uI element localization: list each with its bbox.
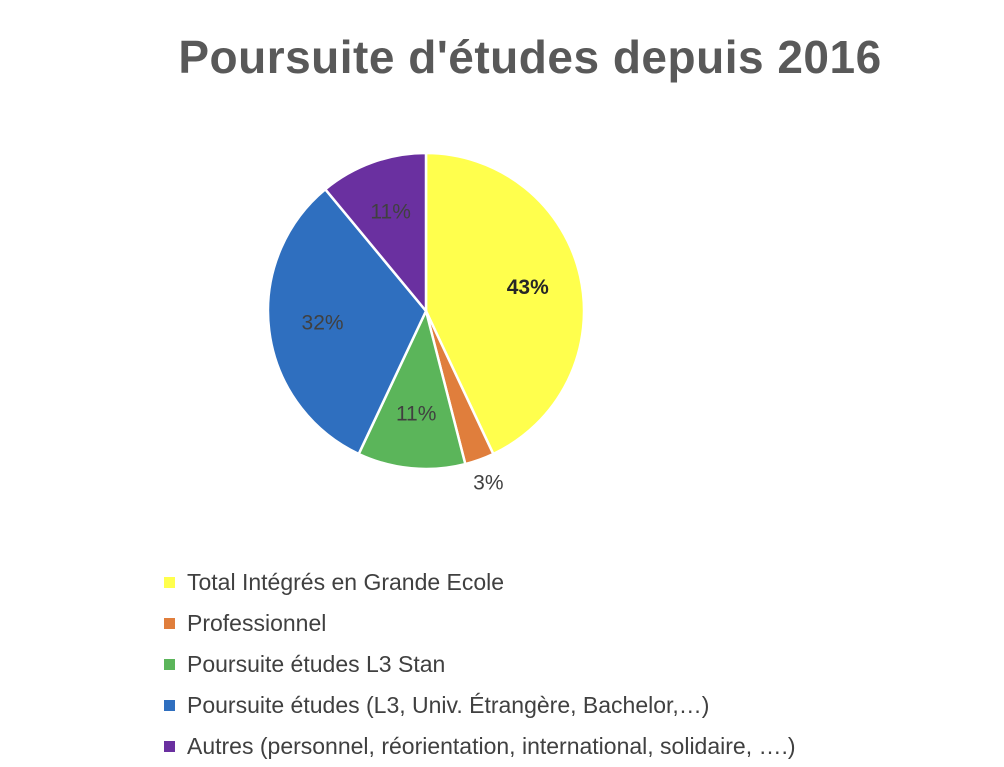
legend-label: Poursuite études L3 Stan [187, 651, 446, 677]
chart-title: Poursuite d'études depuis 2016 [178, 31, 882, 83]
pie-slice [357, 307, 467, 471]
data-label: 32% [302, 312, 344, 335]
pie-slice [424, 151, 586, 456]
pie-chart: 43% 3% 11% 32% 11% [266, 151, 586, 495]
legend-swatch [164, 741, 175, 752]
legend: Total Intégrés en Grande Ecole Professio… [164, 562, 796, 767]
legend-label: Professionnel [187, 610, 327, 636]
pie-slice [266, 187, 428, 456]
data-label: 11% [370, 200, 410, 223]
data-label: 43% [507, 276, 549, 299]
legend-label: Poursuite études (L3, Univ. Étrangère, B… [187, 692, 710, 718]
legend-item: Autres (personnel, réorientation, intern… [164, 726, 796, 767]
legend-item: Poursuite études L3 Stan [164, 644, 796, 685]
data-label: 3% [473, 472, 503, 495]
legend-swatch [164, 700, 175, 711]
pie-slice [323, 151, 428, 315]
legend-item: Poursuite études (L3, Univ. Étrangère, B… [164, 685, 796, 726]
legend-item: Professionnel [164, 603, 796, 644]
legend-label: Total Intégrés en Grande Ecole [187, 569, 505, 595]
legend-item: Total Intégrés en Grande Ecole [164, 562, 796, 603]
legend-swatch [164, 659, 175, 670]
legend-label: Autres (personnel, réorientation, intern… [187, 733, 796, 759]
data-label: 11% [396, 402, 436, 425]
legend-swatch [164, 618, 175, 629]
legend-swatch [164, 577, 175, 588]
